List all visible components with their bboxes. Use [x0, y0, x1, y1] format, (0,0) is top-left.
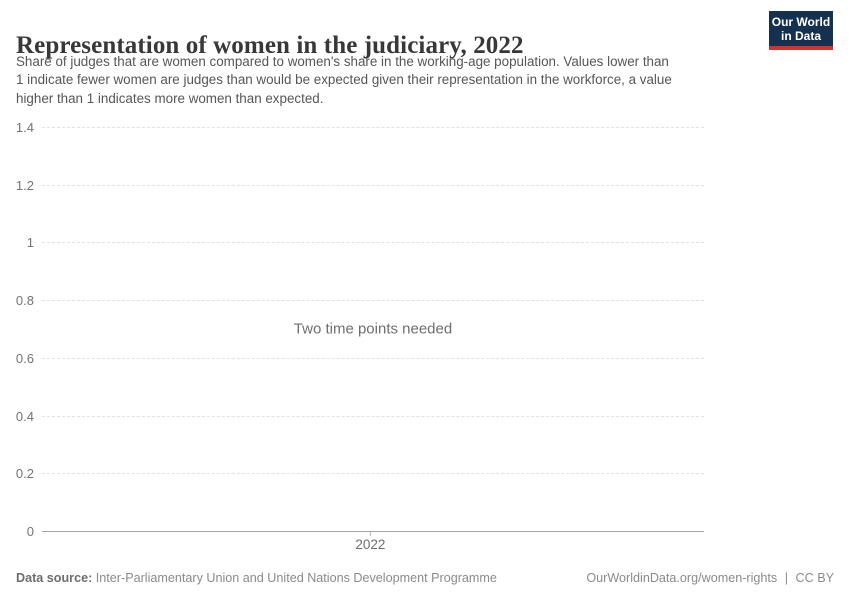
empty-state-message: Two time points needed	[293, 320, 453, 338]
y-tick-label: 1	[26, 235, 34, 251]
y-gridline: 0.2	[16, 466, 704, 481]
data-source-value: Inter-Parliamentary Union and United Nat…	[95, 571, 497, 585]
owid-logo-line2: in Data	[780, 28, 821, 43]
y-tick-label: 0	[26, 524, 34, 539]
subtitle-line: higher than 1 indicates more women than …	[16, 90, 324, 106]
owid-logo-line1: Our World	[771, 14, 831, 29]
data-source-label: Data source:	[16, 571, 93, 585]
y-tick-label: 0.2	[15, 466, 34, 482]
subtitle-line: 1 indicate fewer women are judges than w…	[16, 72, 672, 88]
x-axis-tick	[370, 531, 372, 536]
attribution-note: OurWorldinData.org/women-rights | CC BY	[586, 570, 834, 586]
license-label[interactable]: CC BY	[795, 571, 835, 585]
owid-logo[interactable]: Our World in Data	[769, 11, 833, 50]
y-gridline: 1.4	[16, 120, 704, 135]
chart-footer: Data source: Inter-Parliamentary Union a…	[16, 570, 834, 586]
attribution-url[interactable]: OurWorldinData.org/women-rights	[586, 571, 778, 585]
y-tick-label: 0.8	[15, 293, 34, 309]
x-tick-label: 2022	[355, 537, 386, 552]
y-tick-label: 1.2	[15, 177, 34, 193]
x-axis-baseline: 0	[27, 524, 704, 539]
subtitle-line: Share of judges that are women compared …	[16, 54, 669, 69]
y-gridline: 1	[27, 235, 704, 250]
y-tick-label: 1.4	[15, 120, 34, 135]
y-gridline: 0.4	[16, 409, 704, 424]
plot-area: 2022 Two time points needed 1.4 1.2 1 0.8 0.…	[16, 120, 704, 552]
data-source-note: Data source: Inter-Parliamentary Union a…	[16, 570, 497, 586]
chart-title: Representation of women in the judiciary…	[16, 31, 524, 59]
y-gridline: 1.2	[16, 178, 704, 193]
y-gridline: 0.8	[16, 293, 704, 308]
y-tick-label: 0.6	[15, 350, 34, 366]
y-gridline: 0.6	[16, 351, 704, 366]
chart-subtitle: Share of judges that are women compared …	[16, 53, 672, 108]
y-tick-label: 0.4	[15, 408, 34, 424]
attribution-separator: |	[784, 571, 788, 585]
